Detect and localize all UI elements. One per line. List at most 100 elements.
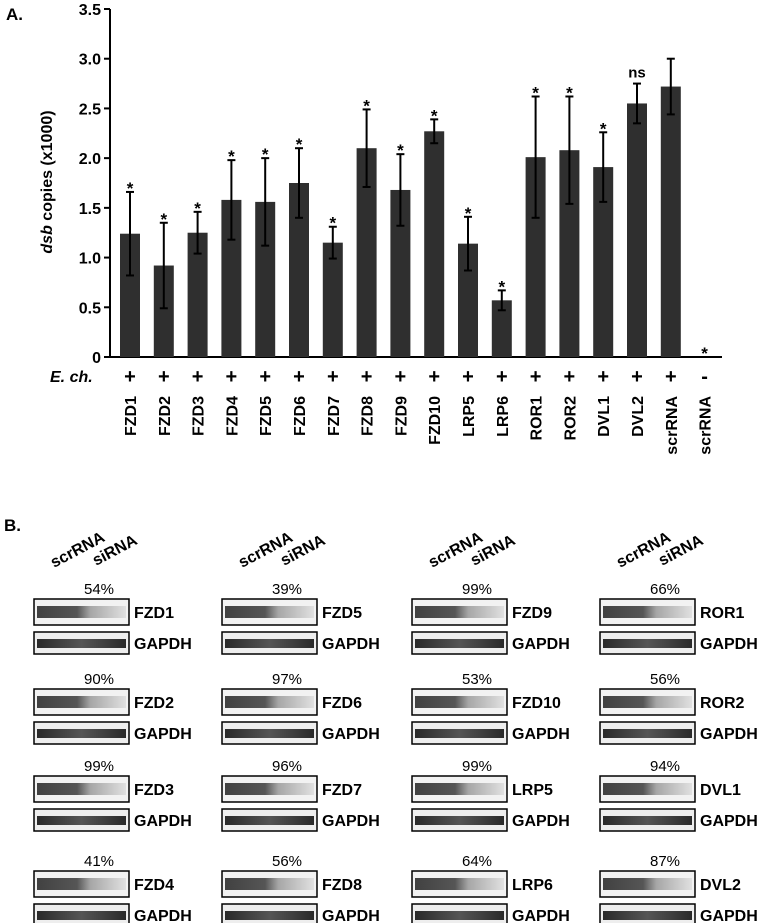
target-band xyxy=(37,878,126,890)
category-label: FZD8 xyxy=(360,396,377,436)
echinococcus-sign: + xyxy=(496,366,508,388)
echinococcus-sign: + xyxy=(428,366,440,388)
gapdh-band xyxy=(225,816,314,825)
echinococcus-sign: + xyxy=(395,366,407,388)
target-label: FZD7 xyxy=(322,782,362,799)
target-band xyxy=(603,696,692,708)
target-band xyxy=(415,878,504,890)
bar xyxy=(627,103,647,357)
bar xyxy=(356,148,377,357)
category-label: FZD1 xyxy=(123,396,140,436)
bar-chart: 0 0.5 1.0 1.5 2.0 2.5 3.0 3.5 * + FZD1 * + FZD2 * + FZD3… xyxy=(79,2,722,455)
panel-b-label: B. xyxy=(4,516,21,535)
bar xyxy=(559,150,580,357)
gapdh-label: GAPDH xyxy=(134,908,192,923)
significance-marker: * xyxy=(296,135,303,154)
significance-marker: * xyxy=(194,199,201,218)
echinococcus-sign: + xyxy=(631,366,643,388)
gapdh-label: GAPDH xyxy=(322,908,380,923)
target-label: FZD10 xyxy=(512,695,561,712)
gapdh-band xyxy=(603,911,692,920)
y-tick-label: 2.0 xyxy=(79,151,101,168)
y-tick-label: 1.0 xyxy=(79,251,101,268)
target-band xyxy=(37,696,126,708)
gapdh-band xyxy=(37,911,126,920)
knockdown-percent: 99% xyxy=(462,581,492,598)
bar xyxy=(289,183,309,357)
gapdh-band xyxy=(225,729,314,738)
echinococcus-sign: + xyxy=(124,366,136,388)
knockdown-percent: 41% xyxy=(84,853,114,870)
target-band xyxy=(415,606,504,618)
gapdh-label: GAPDH xyxy=(134,726,192,743)
gapdh-band xyxy=(603,816,692,825)
category-label: scrRNA xyxy=(698,396,715,455)
category-label: LRP6 xyxy=(495,396,512,437)
category-label: scrRNA xyxy=(664,396,681,455)
echinococcus-sign: + xyxy=(192,366,204,388)
category-label: FZD7 xyxy=(326,396,343,436)
y-axis-label-italic: dsb xyxy=(39,225,56,254)
gapdh-label: GAPDH xyxy=(512,813,570,830)
knockdown-percent: 97% xyxy=(272,671,302,688)
gapdh-label: GAPDH xyxy=(700,813,758,830)
target-label: FZD6 xyxy=(322,695,362,712)
knockdown-percent: 87% xyxy=(650,853,680,870)
gapdh-band xyxy=(415,911,504,920)
gapdh-band xyxy=(37,729,126,738)
category-label: DVL2 xyxy=(630,396,647,437)
category-label: FZD3 xyxy=(191,396,208,436)
category-label: FZD2 xyxy=(157,396,174,436)
significance-marker: * xyxy=(160,210,167,229)
target-label: LRP6 xyxy=(512,877,553,894)
target-band xyxy=(225,606,314,618)
category-label: ROR2 xyxy=(562,396,579,441)
significance-marker: * xyxy=(566,83,573,102)
gapdh-label: GAPDH xyxy=(322,813,380,830)
gapdh-label: GAPDH xyxy=(512,908,570,923)
gapdh-band xyxy=(415,729,504,738)
gapdh-label: GAPDH xyxy=(700,908,758,923)
knockdown-percent: 99% xyxy=(84,758,114,775)
target-label: FZD9 xyxy=(512,605,552,622)
gapdh-label: GAPDH xyxy=(322,726,380,743)
significance-marker: * xyxy=(127,179,134,198)
gapdh-band xyxy=(225,639,314,648)
bar xyxy=(187,232,208,357)
gapdh-label: GAPDH xyxy=(134,636,192,653)
significance-marker: * xyxy=(465,204,472,223)
target-label: ROR2 xyxy=(700,695,745,712)
echinococcus-sign: + xyxy=(293,366,305,388)
target-band xyxy=(225,878,314,890)
target-label: FZD4 xyxy=(134,877,174,894)
significance-marker: * xyxy=(397,141,404,160)
significance-marker: * xyxy=(600,119,607,138)
knockdown-percent: 90% xyxy=(84,671,114,688)
bar xyxy=(390,189,411,357)
y-tick-label: 1.5 xyxy=(79,201,101,218)
category-label: ROR1 xyxy=(529,396,546,441)
target-band xyxy=(415,696,504,708)
knockdown-percent: 94% xyxy=(650,758,680,775)
gapdh-band xyxy=(603,639,692,648)
echinococcus-sign: + xyxy=(158,366,170,388)
gapdh-label: GAPDH xyxy=(700,726,758,743)
target-label: DVL1 xyxy=(700,782,741,799)
significance-marker: * xyxy=(701,344,708,363)
category-label: FZD5 xyxy=(258,396,275,436)
gapdh-label: GAPDH xyxy=(512,726,570,743)
significance-marker: * xyxy=(532,83,539,102)
category-label: LRP5 xyxy=(461,396,478,437)
target-band xyxy=(225,696,314,708)
target-band xyxy=(37,783,126,795)
significance-marker: * xyxy=(431,106,438,125)
echinococcus-sign: + xyxy=(226,366,238,388)
category-label: FZD9 xyxy=(393,396,410,436)
bar xyxy=(120,233,140,357)
y-tick-label: 3.0 xyxy=(79,52,101,69)
y-axis-label-rest: copies (x1000) xyxy=(39,110,56,225)
echinococcus-sign: + xyxy=(597,366,609,388)
echinococcus-sign: + xyxy=(462,366,474,388)
target-band xyxy=(225,783,314,795)
